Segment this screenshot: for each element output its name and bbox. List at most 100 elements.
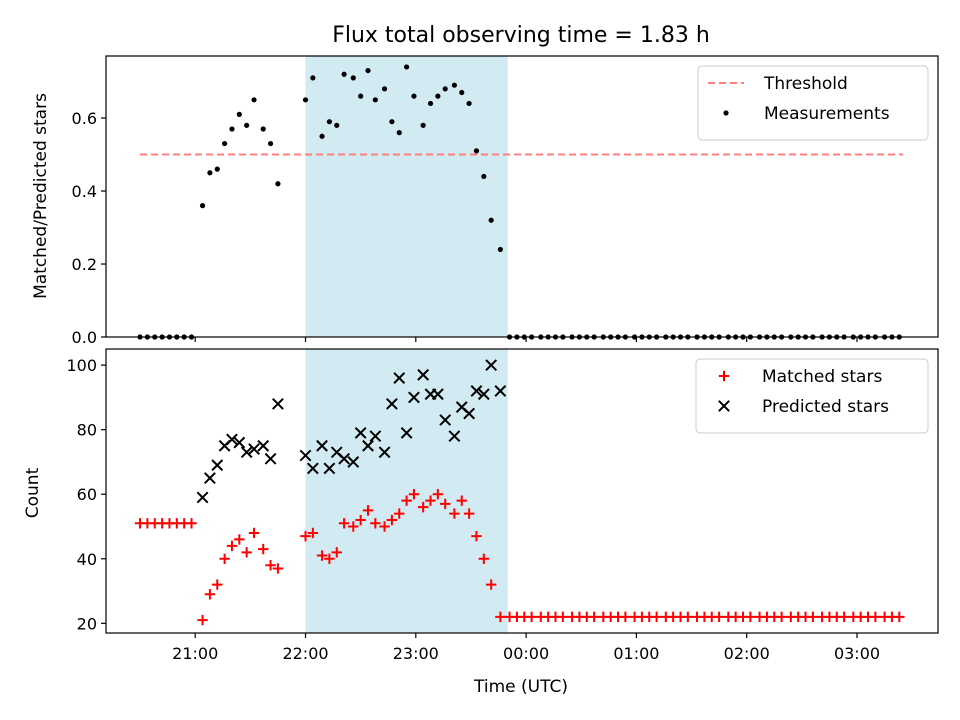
measurement-point [251, 97, 257, 103]
predicted-star-point [431, 388, 444, 401]
matched-star-point [870, 611, 881, 623]
predicted-star-point [485, 359, 498, 372]
legend-marker-swatch [723, 110, 729, 116]
measurement-point [488, 217, 494, 223]
predicted-star-point [323, 462, 336, 475]
matched-star-point [219, 553, 230, 564]
predicted-star-point [347, 456, 360, 468]
predicted-star-point [211, 459, 224, 472]
matched-star-point [241, 547, 252, 558]
measurement-point [497, 246, 503, 253]
matched-star-point [197, 614, 208, 626]
measurement-point [214, 166, 220, 172]
x-tick-label: 01:00 [613, 644, 659, 663]
predicted-star-point [240, 446, 253, 459]
predicted-star-point [299, 449, 312, 462]
predicted-star-point [306, 462, 319, 475]
matched-star-point [379, 521, 390, 532]
measurement-point [389, 119, 395, 125]
predicted-star-point [272, 397, 284, 410]
matched-star-point [440, 498, 451, 510]
predicted-star-point [400, 427, 413, 439]
y-tick-label: 0.6 [72, 109, 97, 128]
matched-star-point [425, 495, 436, 506]
predicted-star-point [408, 391, 420, 404]
measurement-point [222, 140, 228, 147]
matched-star-point [272, 563, 284, 574]
y-tick-label: 0.4 [72, 182, 97, 201]
measurement-point [435, 93, 441, 99]
measurement-point [381, 86, 388, 92]
predicted-star-point [448, 430, 461, 443]
matched-star-point [408, 489, 420, 500]
measurement-point [310, 75, 316, 81]
matched-star-point [316, 550, 328, 561]
top-panel-ratio: Matched/Predicted stars 0.0 0.2 0.4 0.6 Thre… [31, 55, 939, 347]
matched-star-point [204, 589, 216, 600]
measurement-point [319, 133, 325, 139]
measurement-point [442, 86, 448, 92]
matched-star-point [894, 611, 905, 623]
predicted-star-point [385, 397, 398, 410]
measurement-point [427, 100, 434, 107]
observing-window-shade [305, 56, 508, 337]
predicted-star-point [477, 388, 490, 401]
bottom-panel-counts: Count 20 40 60 80 100 21:00 22:00 23:00 00:00 01:… [23, 348, 939, 663]
matched-star-point [807, 611, 819, 623]
matched-star-point [471, 530, 482, 542]
measurement-point [420, 122, 426, 128]
matched-star-point [386, 514, 398, 526]
matched-star-point [186, 518, 197, 529]
predicted-star-point [362, 439, 374, 452]
matched-star-point [588, 611, 600, 623]
matched-star-point [324, 553, 335, 564]
predicted-star-point [203, 472, 216, 484]
y-tick-label: 100 [66, 356, 97, 375]
predicted-star-point [264, 452, 277, 465]
matched-star-point [307, 527, 319, 539]
matched-star-point [212, 579, 223, 590]
matched-star-point [463, 508, 475, 519]
top-y-axis-label: Matched/Predicted stars [31, 93, 51, 299]
predicted-star-point [248, 443, 260, 455]
bottom-y-axis-label: Count [23, 467, 43, 518]
x-tick-label: 02:00 [724, 644, 770, 663]
y-tick-label: 80 [77, 421, 97, 440]
matched-star-point [248, 527, 260, 539]
measurement-point [326, 119, 332, 125]
x-tick-label: 03:00 [834, 644, 880, 663]
predicted-star-point [226, 433, 238, 446]
measurement-point [267, 140, 274, 147]
matched-star-point [557, 611, 569, 623]
measurement-point [411, 93, 417, 99]
predicted-star-point [316, 439, 328, 452]
measurement-point [365, 67, 371, 74]
matched-star-point [331, 547, 342, 558]
predicted-star-point [417, 368, 430, 381]
legend: Matched stars Predicted stars [695, 358, 929, 434]
legend-box [695, 358, 929, 434]
predicted-star-point [393, 372, 406, 384]
y-tick-label: 0.2 [72, 255, 97, 274]
matched-star-point [478, 553, 490, 564]
y-tick-label: 0.0 [72, 328, 97, 347]
predicted-star-point [257, 439, 270, 452]
matched-star-point [338, 518, 350, 529]
matched-star-point [348, 521, 359, 532]
measurement-point [244, 122, 250, 128]
predicted-star-point [378, 446, 391, 459]
measurement-point [473, 148, 480, 154]
x-tick-label: 22:00 [282, 644, 328, 663]
measurement-point [350, 75, 356, 81]
matched-star-point [417, 501, 429, 513]
matched-star-point [651, 611, 662, 623]
y-tick-label: 60 [77, 485, 97, 504]
legend-box [697, 65, 929, 141]
matched-star-point [300, 530, 311, 542]
measurement-point [260, 126, 266, 132]
legend-label: Threshold [763, 74, 848, 94]
predicted-star-point [463, 407, 476, 420]
predicted-star-point [494, 385, 507, 397]
matched-star-point [485, 579, 497, 590]
legend-marker-swatch [718, 400, 730, 412]
